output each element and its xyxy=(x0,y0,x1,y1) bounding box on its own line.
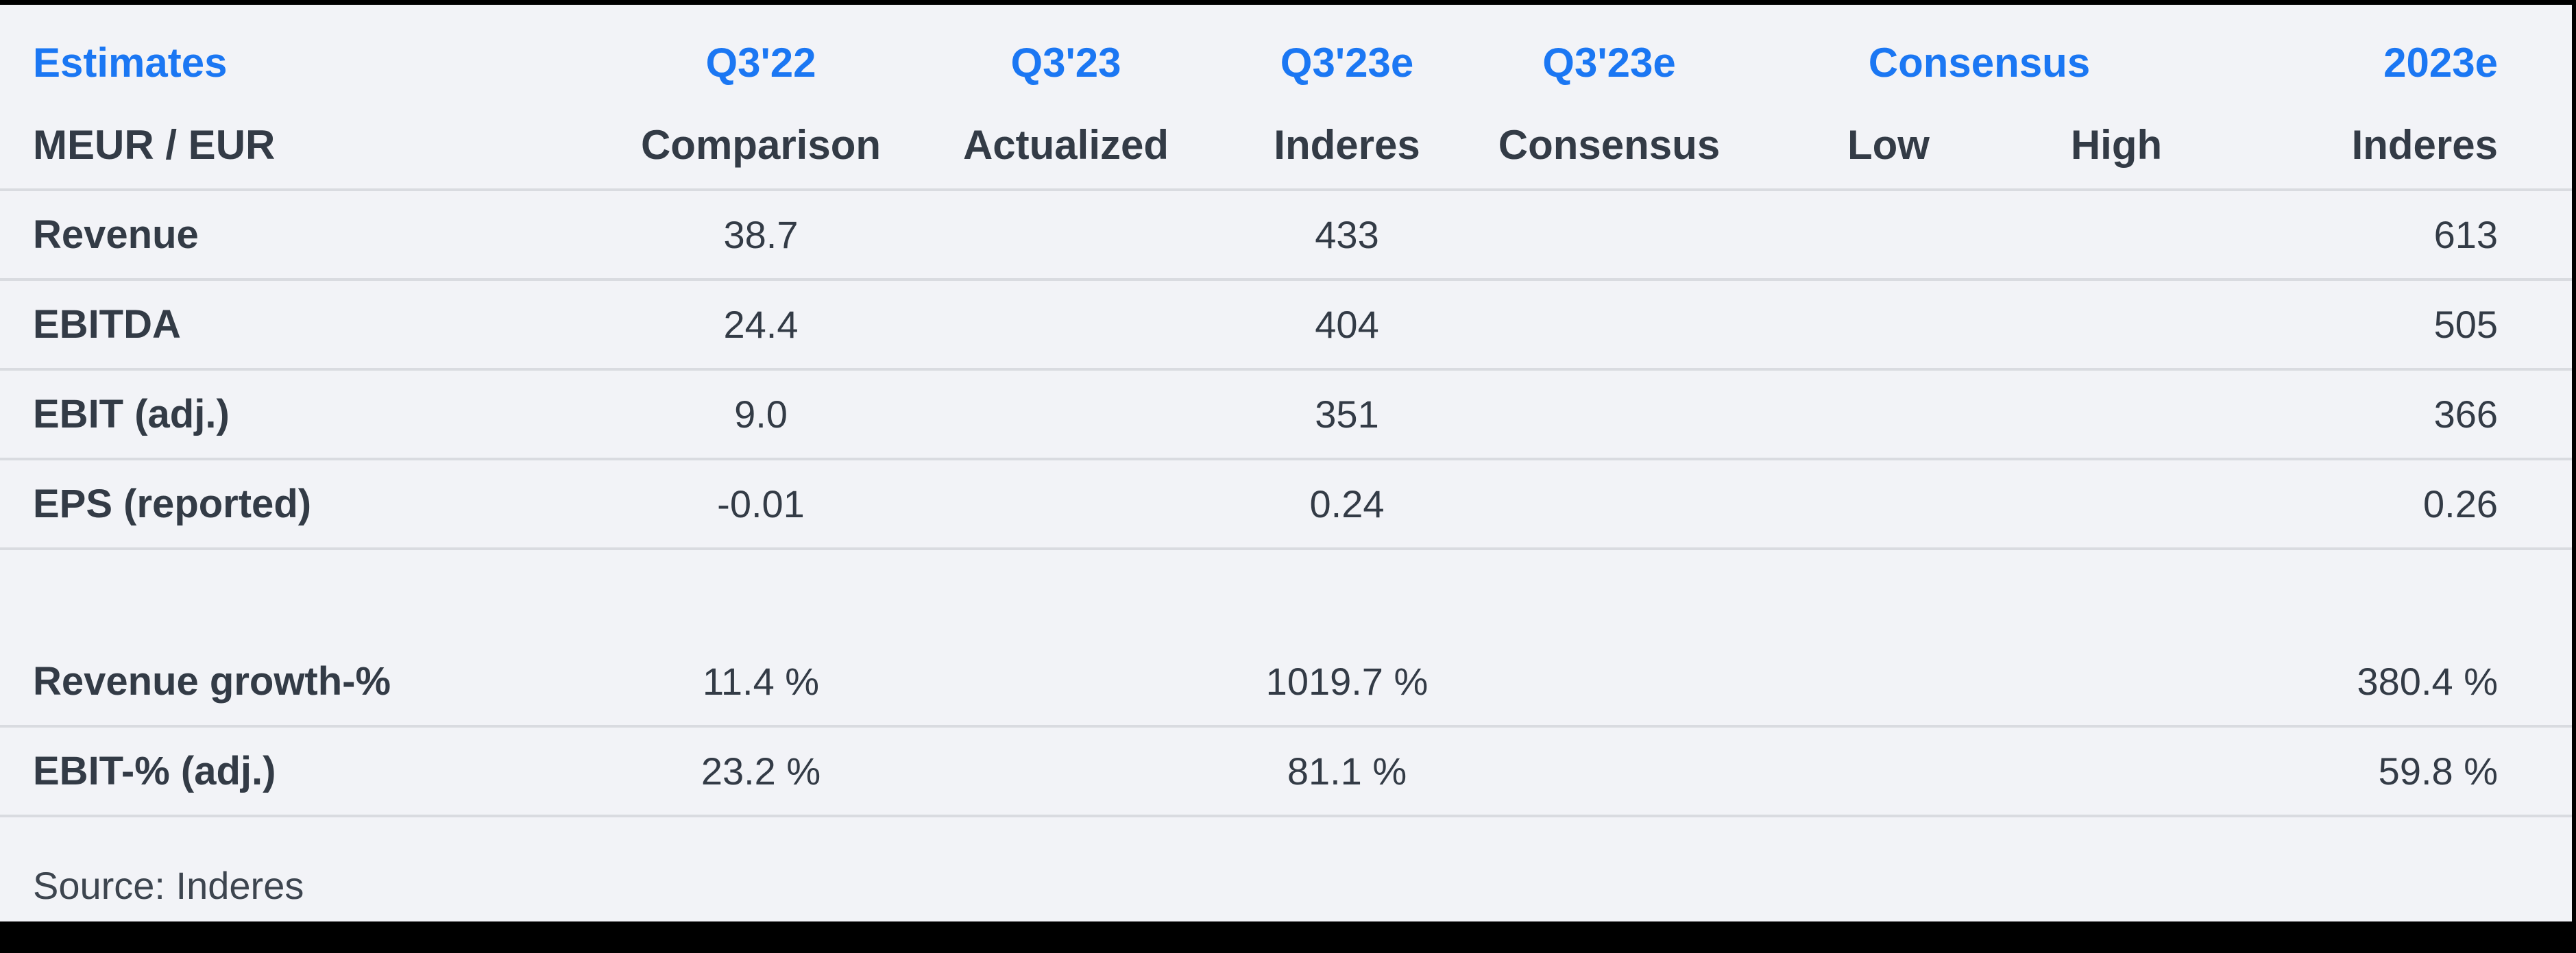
source-row: Source: Inderes xyxy=(0,816,2572,953)
spacer-row xyxy=(0,549,2572,638)
value-cell xyxy=(2026,726,2208,817)
value-cell: 351 xyxy=(1227,369,1467,460)
value-cell: 9.0 xyxy=(617,369,905,460)
header-high: High xyxy=(2026,101,2208,191)
value-cell xyxy=(1751,190,2026,281)
header-consensus-group: Consensus xyxy=(1868,39,2091,86)
value-cell xyxy=(1467,459,1751,550)
header-period-row: Estimates Q3'22 Q3'23 Q3'23e Q3'23e Cons… xyxy=(0,5,2572,101)
value-cell xyxy=(1751,280,2026,371)
value-cell: 11.4 % xyxy=(617,638,905,728)
value-cell xyxy=(905,459,1227,550)
value-cell: 81.1 % xyxy=(1227,726,1467,817)
estimates-table-panel: Estimates Q3'22 Q3'23 Q3'23e Q3'23e Cons… xyxy=(0,5,2573,921)
value-cell xyxy=(905,726,1227,817)
row-label: EBIT-% (adj.) xyxy=(0,726,617,817)
header-source-row: MEUR / EUR Comparison Actualized Inderes… xyxy=(0,101,2573,191)
value-cell xyxy=(2026,459,2208,550)
value-cell: 0.26 xyxy=(2207,459,2573,550)
value-cell: 38.7 xyxy=(617,190,905,281)
value-cell: 24.4 xyxy=(617,280,905,371)
value-cell xyxy=(2026,638,2208,728)
value-cell xyxy=(1467,726,1751,817)
header-actualized: Actualized xyxy=(905,101,1227,191)
value-cell xyxy=(1751,459,2026,550)
value-cell: 23.2 % xyxy=(617,726,905,817)
header-inderes-2023e: Inderes xyxy=(2207,101,2573,191)
estimates-table: Estimates Q3'22 Q3'23 Q3'23e Q3'23e Cons… xyxy=(0,5,2573,953)
value-cell xyxy=(1467,190,1751,281)
header-comparison: Comparison xyxy=(617,101,905,191)
table-row-ebitda: EBITDA 24.4 404 505 xyxy=(0,280,2573,371)
source-note: Source: Inderes xyxy=(33,863,304,907)
value-cell xyxy=(1751,726,2026,817)
value-cell xyxy=(2026,280,2208,371)
value-cell: 380.4 % xyxy=(2207,638,2573,728)
value-cell: 366 xyxy=(2207,369,2573,460)
value-cell xyxy=(1467,280,1751,371)
row-label: EPS (reported) xyxy=(0,459,617,550)
header-q3-23: Q3'23 xyxy=(1010,39,1121,86)
header-low: Low xyxy=(1751,101,2026,191)
value-cell xyxy=(2026,369,2208,460)
value-cell xyxy=(905,280,1227,371)
table-title: Estimates xyxy=(33,39,228,86)
value-cell xyxy=(905,369,1227,460)
row-label: Revenue growth-% xyxy=(0,638,617,728)
value-cell xyxy=(2026,190,2208,281)
value-cell: 59.8 % xyxy=(2207,726,2573,817)
header-q3-23e-consensus: Q3'23e xyxy=(1542,39,1676,86)
value-cell xyxy=(1467,369,1751,460)
header-q3-22: Q3'22 xyxy=(705,39,816,86)
value-cell xyxy=(1751,638,2026,728)
value-cell: 0.24 xyxy=(1227,459,1467,550)
value-cell: 433 xyxy=(1227,190,1467,281)
table-row-revenue-growth-pct: Revenue growth-% 11.4 % 1019.7 % 380.4 % xyxy=(0,638,2573,728)
row-label: EBITDA xyxy=(0,280,617,371)
header-inderes: Inderes xyxy=(1227,101,1467,191)
value-cell: 505 xyxy=(2207,280,2573,371)
table-row-ebit-pct-adj: EBIT-% (adj.) 23.2 % 81.1 % 59.8 % xyxy=(0,726,2573,817)
header-q3-23e-inderes: Q3'23e xyxy=(1280,39,1414,86)
value-cell: 1019.7 % xyxy=(1227,638,1467,728)
value-cell: 404 xyxy=(1227,280,1467,371)
value-cell: 613 xyxy=(2207,190,2573,281)
table-row-ebit-adj: EBIT (adj.) 9.0 351 366 xyxy=(0,369,2573,460)
header-consensus: Consensus xyxy=(1467,101,1751,191)
value-cell: -0.01 xyxy=(617,459,905,550)
value-cell xyxy=(905,190,1227,281)
value-cell xyxy=(1467,638,1751,728)
row-label: EBIT (adj.) xyxy=(0,369,617,460)
value-cell xyxy=(1751,369,2026,460)
table-row-eps-reported: EPS (reported) -0.01 0.24 0.26 xyxy=(0,459,2573,550)
header-unit: MEUR / EUR xyxy=(0,101,617,191)
row-label: Revenue xyxy=(0,190,617,281)
value-cell xyxy=(905,638,1227,728)
table-row-revenue: Revenue 38.7 433 613 xyxy=(0,190,2573,281)
header-2023e: 2023e xyxy=(2383,39,2499,86)
